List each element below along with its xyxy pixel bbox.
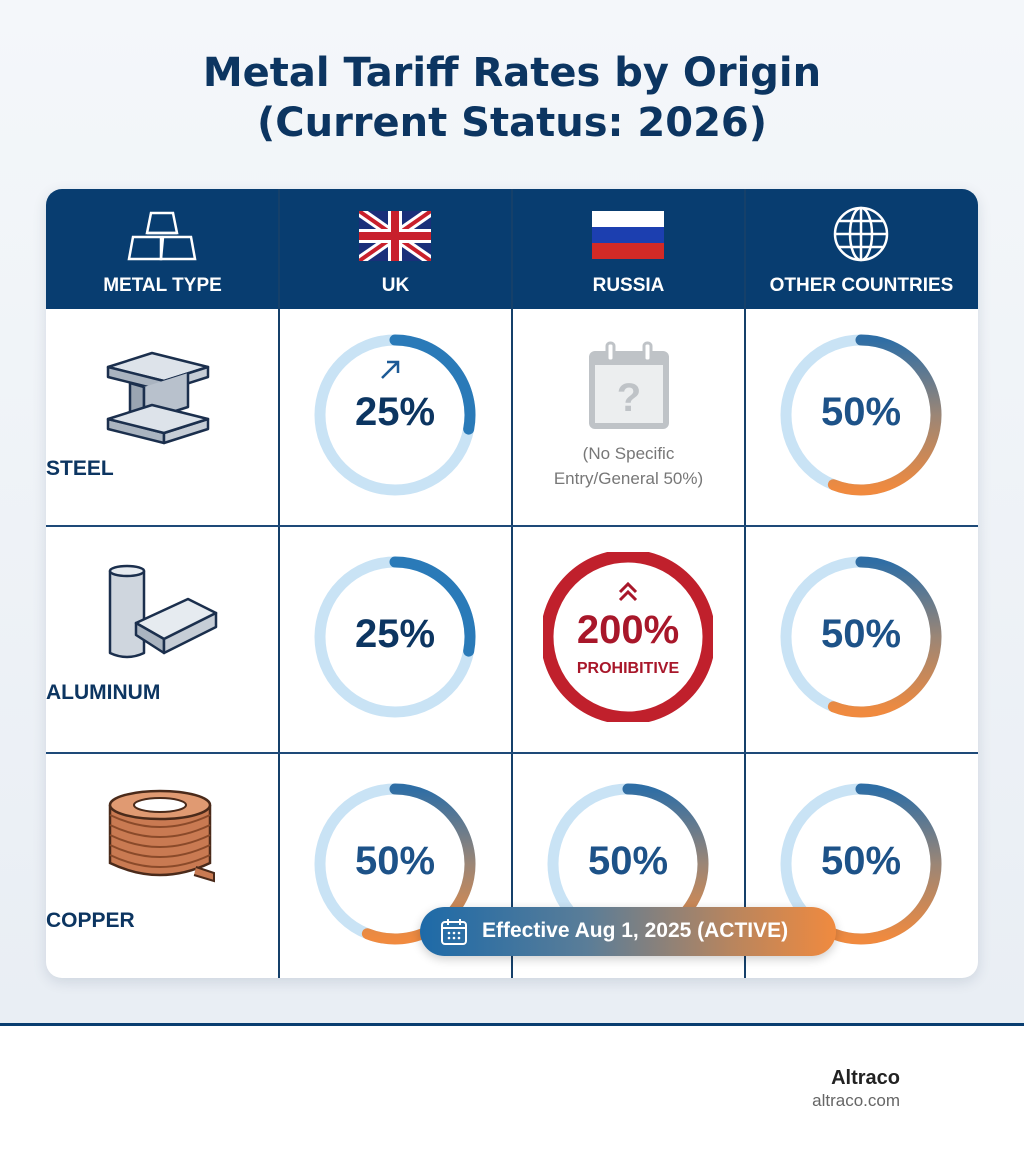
globe-icon (833, 206, 889, 262)
tariff-gauge: 50% (776, 330, 946, 500)
metal-aluminum: ALUMINUM (46, 681, 161, 704)
tariff-gauge: 25% (310, 330, 480, 500)
tariff-value: 50% (820, 838, 902, 883)
gauge-arc (827, 783, 942, 944)
header-russia: RUSSIA (512, 189, 745, 309)
tariff-subtext: PROHIBITIVE (576, 660, 680, 677)
tariff-value: 50% (587, 838, 669, 883)
tariff-value: 50% (820, 612, 902, 656)
gold-bars-icon (127, 211, 197, 261)
tariff-value: 50% (354, 838, 436, 883)
gauge-arc (827, 556, 942, 718)
metal-copper: COPPER (46, 909, 135, 932)
gauge-arc (389, 556, 476, 657)
header-label: UK (381, 275, 410, 296)
gauge-ring (540, 549, 716, 725)
title-line-2: (Current Status: 2026) (256, 100, 768, 146)
copper-coil-icon (108, 789, 215, 883)
header-label: RUSSIA (592, 275, 665, 296)
header-label: METAL TYPE (103, 275, 222, 296)
note-line-2: Entry/General 50%) (553, 469, 704, 488)
metal-steel: STEEL (46, 457, 114, 480)
russia-flag-icon (592, 211, 664, 259)
tariff-gauge: 25% (310, 552, 480, 722)
aluminum-can-ingot-icon (108, 564, 218, 659)
tariff-value: 25% (354, 390, 436, 434)
tariff-table: METAL TYPE UK RUSSIA OTHER COUNTRIES (46, 189, 978, 978)
double-chevron-up-icon (618, 581, 638, 602)
header-label: OTHER COUNTRIES (769, 275, 954, 296)
svg-text:?: ? (617, 376, 641, 420)
footer-divider (0, 1023, 1024, 1026)
gauge-arc (389, 334, 476, 435)
uk-flag-icon (359, 211, 431, 261)
russia-steel-note: (No Specific Entry/General 50%) (512, 441, 745, 491)
tariff-gauge: 50% (776, 779, 946, 949)
gauge-arc (361, 783, 476, 944)
calendar-question-icon: ? (589, 341, 669, 429)
tariff-gauge: 50% (776, 552, 946, 722)
arrow-up-right-icon (381, 360, 400, 379)
header-other-countries: OTHER COUNTRIES (745, 189, 978, 309)
tariff-gauge: 50% (310, 779, 480, 949)
footer (0, 1026, 1024, 1154)
calendar-icon (441, 919, 467, 945)
header-metal-type: METAL TYPE (46, 189, 279, 309)
tariff-value: 200% (576, 608, 680, 652)
note-line-1: (No Specific (582, 444, 675, 463)
title-line-1: Metal Tariff Rates by Origin (202, 50, 822, 96)
page-title: Metal Tariff Rates by Origin (Current St… (0, 48, 1024, 148)
steel-beam-icon (106, 351, 210, 445)
brand-name: Altraco (831, 1067, 900, 1089)
badge-label: Effective Aug 1, 2025 (ACTIVE) (482, 919, 789, 942)
tariff-value: 25% (354, 612, 436, 656)
tariff-gauge: 200% PROHIBITIVE (540, 549, 716, 725)
tariff-value: 50% (820, 390, 902, 434)
gauge-arc (827, 334, 942, 496)
header-uk: UK (279, 189, 512, 309)
brand-url: altraco.com (812, 1091, 900, 1110)
effective-date-badge: Effective Aug 1, 2025 (ACTIVE) (420, 907, 836, 956)
